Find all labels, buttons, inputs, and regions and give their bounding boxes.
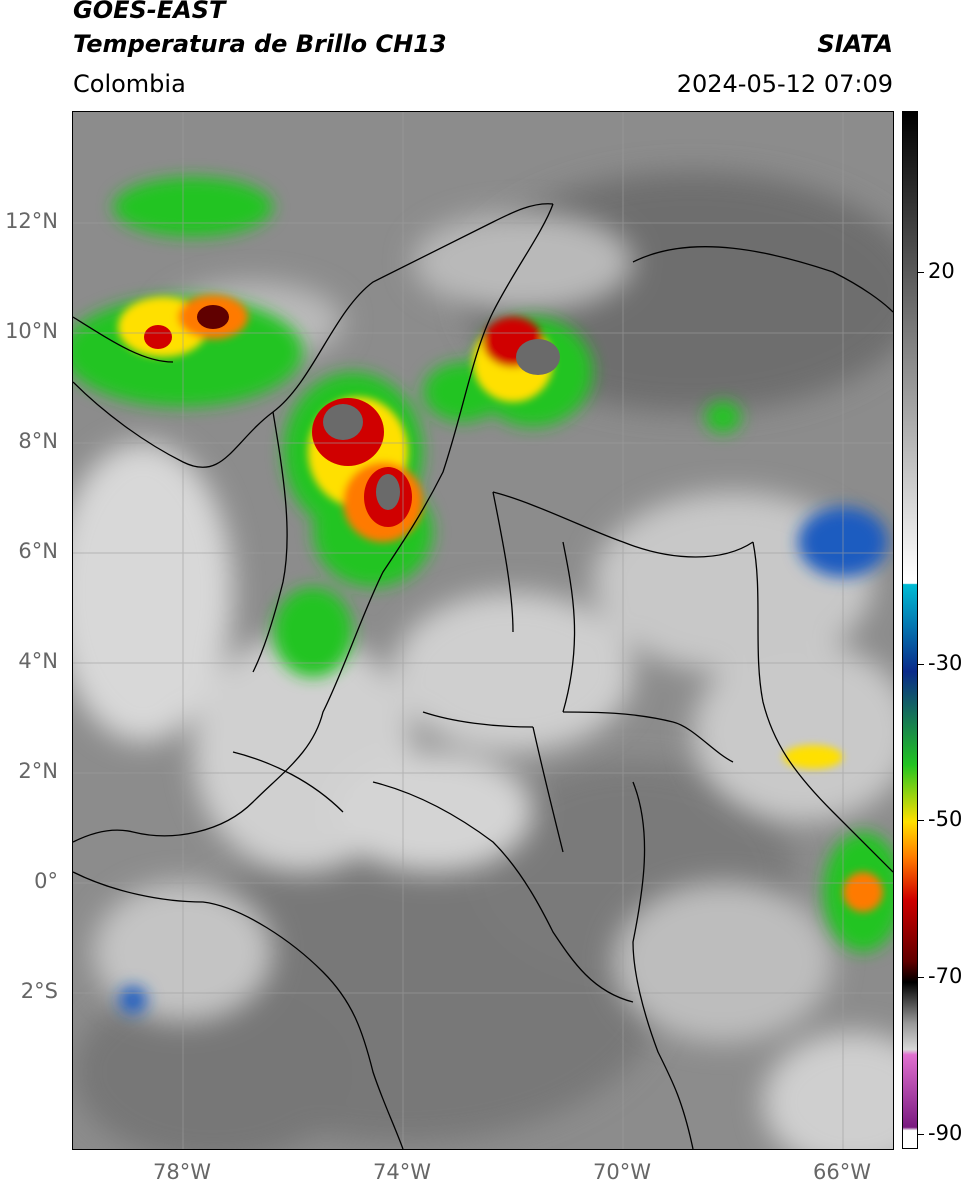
colorbar-label-20: 20 (928, 259, 955, 283)
lat-label-12n: 12°N (5, 209, 58, 233)
convective-systems (73, 177, 893, 1014)
product-title: GOES-EAST (73, 0, 226, 24)
lat-label-6n: 6°N (18, 539, 58, 563)
graticule (73, 112, 893, 1149)
lon-label-74w: 74°W (373, 1160, 431, 1184)
lat-label-4n: 4°N (18, 649, 58, 673)
lat-label-2s: 2°S (20, 979, 58, 1003)
colorbar-label-neg50: -50 (928, 807, 963, 831)
colorbar-tick (918, 272, 924, 273)
brand-label: SIATA (817, 30, 893, 58)
map-canvas (73, 112, 893, 1149)
lat-label-equator: 0° (34, 869, 58, 893)
cloud-fields (73, 212, 893, 1149)
colorbar-label-neg90: -90 (928, 1121, 963, 1145)
lon-label-66w: 66°W (813, 1160, 871, 1184)
satellite-map (72, 111, 894, 1150)
product-subtitle: Temperatura de Brillo CH13 (73, 30, 447, 58)
timestamp: 2024-05-12 07:09 (676, 70, 893, 98)
colorbar-label-neg70: -70 (928, 964, 963, 988)
colorbar-tick (918, 820, 924, 821)
lat-label-2n: 2°N (18, 759, 58, 783)
colorbar (902, 111, 918, 1149)
region-label: Colombia (73, 70, 186, 98)
lon-label-70w: 70°W (593, 1160, 651, 1184)
lat-label-8n: 8°N (18, 429, 58, 453)
colorbar-tick (918, 664, 924, 665)
political-borders (73, 203, 893, 1149)
colorbar-tick (918, 1134, 924, 1135)
lon-label-78w: 78°W (153, 1160, 211, 1184)
lat-label-10n: 10°N (5, 319, 58, 343)
colorbar-label-neg30: -30 (928, 651, 963, 675)
colorbar-tick (918, 977, 924, 978)
